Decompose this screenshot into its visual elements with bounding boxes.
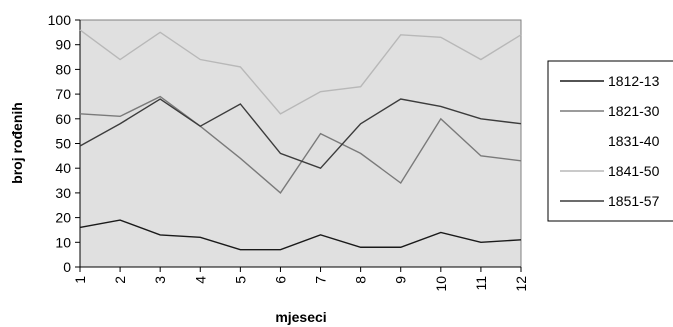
x-tick-label: 10 bbox=[433, 276, 449, 292]
series-line-1821-30 bbox=[79, 95, 522, 194]
x-tick-label: 2 bbox=[112, 276, 128, 284]
x-tick-label: 8 bbox=[353, 276, 369, 284]
series-lines bbox=[79, 29, 522, 251]
y-tick-label: 30 bbox=[55, 185, 71, 201]
legend-label: 1851-57 bbox=[608, 193, 660, 209]
x-tick-label: 3 bbox=[152, 276, 168, 284]
legend-label: 1831-40 bbox=[608, 133, 660, 149]
y-tick-label: 20 bbox=[55, 210, 71, 226]
series-line-1841-50 bbox=[79, 29, 522, 115]
x-tick-label: 9 bbox=[393, 276, 409, 284]
y-tick-label: 10 bbox=[55, 234, 71, 250]
y-tick-label: 70 bbox=[55, 86, 71, 102]
y-tick-label: 90 bbox=[55, 37, 71, 53]
x-tick-label: 1 bbox=[72, 276, 88, 284]
y-tick-label: 60 bbox=[55, 111, 71, 127]
y-axis: 0 10 20 30 40 50 60 70 80 90 100 bbox=[48, 12, 81, 275]
x-tick-label: 6 bbox=[272, 276, 288, 284]
x-tick-label: 5 bbox=[232, 276, 248, 284]
legend-label: 1812-13 bbox=[608, 73, 660, 89]
legend-label: 1821-30 bbox=[608, 103, 660, 119]
y-tick-label: 0 bbox=[63, 259, 71, 275]
x-axis-title: mjeseci bbox=[275, 309, 326, 325]
x-tick-label: 11 bbox=[473, 276, 489, 291]
y-tick-label: 80 bbox=[55, 61, 71, 77]
y-axis-title: broj rođenih bbox=[9, 102, 25, 184]
y-tick-label: 40 bbox=[55, 160, 71, 176]
x-tick-label: 12 bbox=[513, 276, 529, 292]
y-tick-label: 50 bbox=[55, 136, 71, 152]
legend: 1812-13 1821-30 1831-40 1841-50 1851-57 bbox=[547, 60, 673, 222]
x-tick-label: 4 bbox=[192, 276, 208, 284]
series-line-1851-57 bbox=[79, 98, 522, 170]
plot-area bbox=[79, 19, 522, 268]
x-tick-label: 7 bbox=[313, 276, 329, 284]
x-axis: 1 2 3 4 5 6 7 8 9 10 11 12 bbox=[72, 266, 529, 292]
legend-label: 1841-50 bbox=[608, 163, 660, 179]
series-line-1812-13 bbox=[79, 219, 522, 251]
y-tick-label: 100 bbox=[48, 12, 72, 28]
